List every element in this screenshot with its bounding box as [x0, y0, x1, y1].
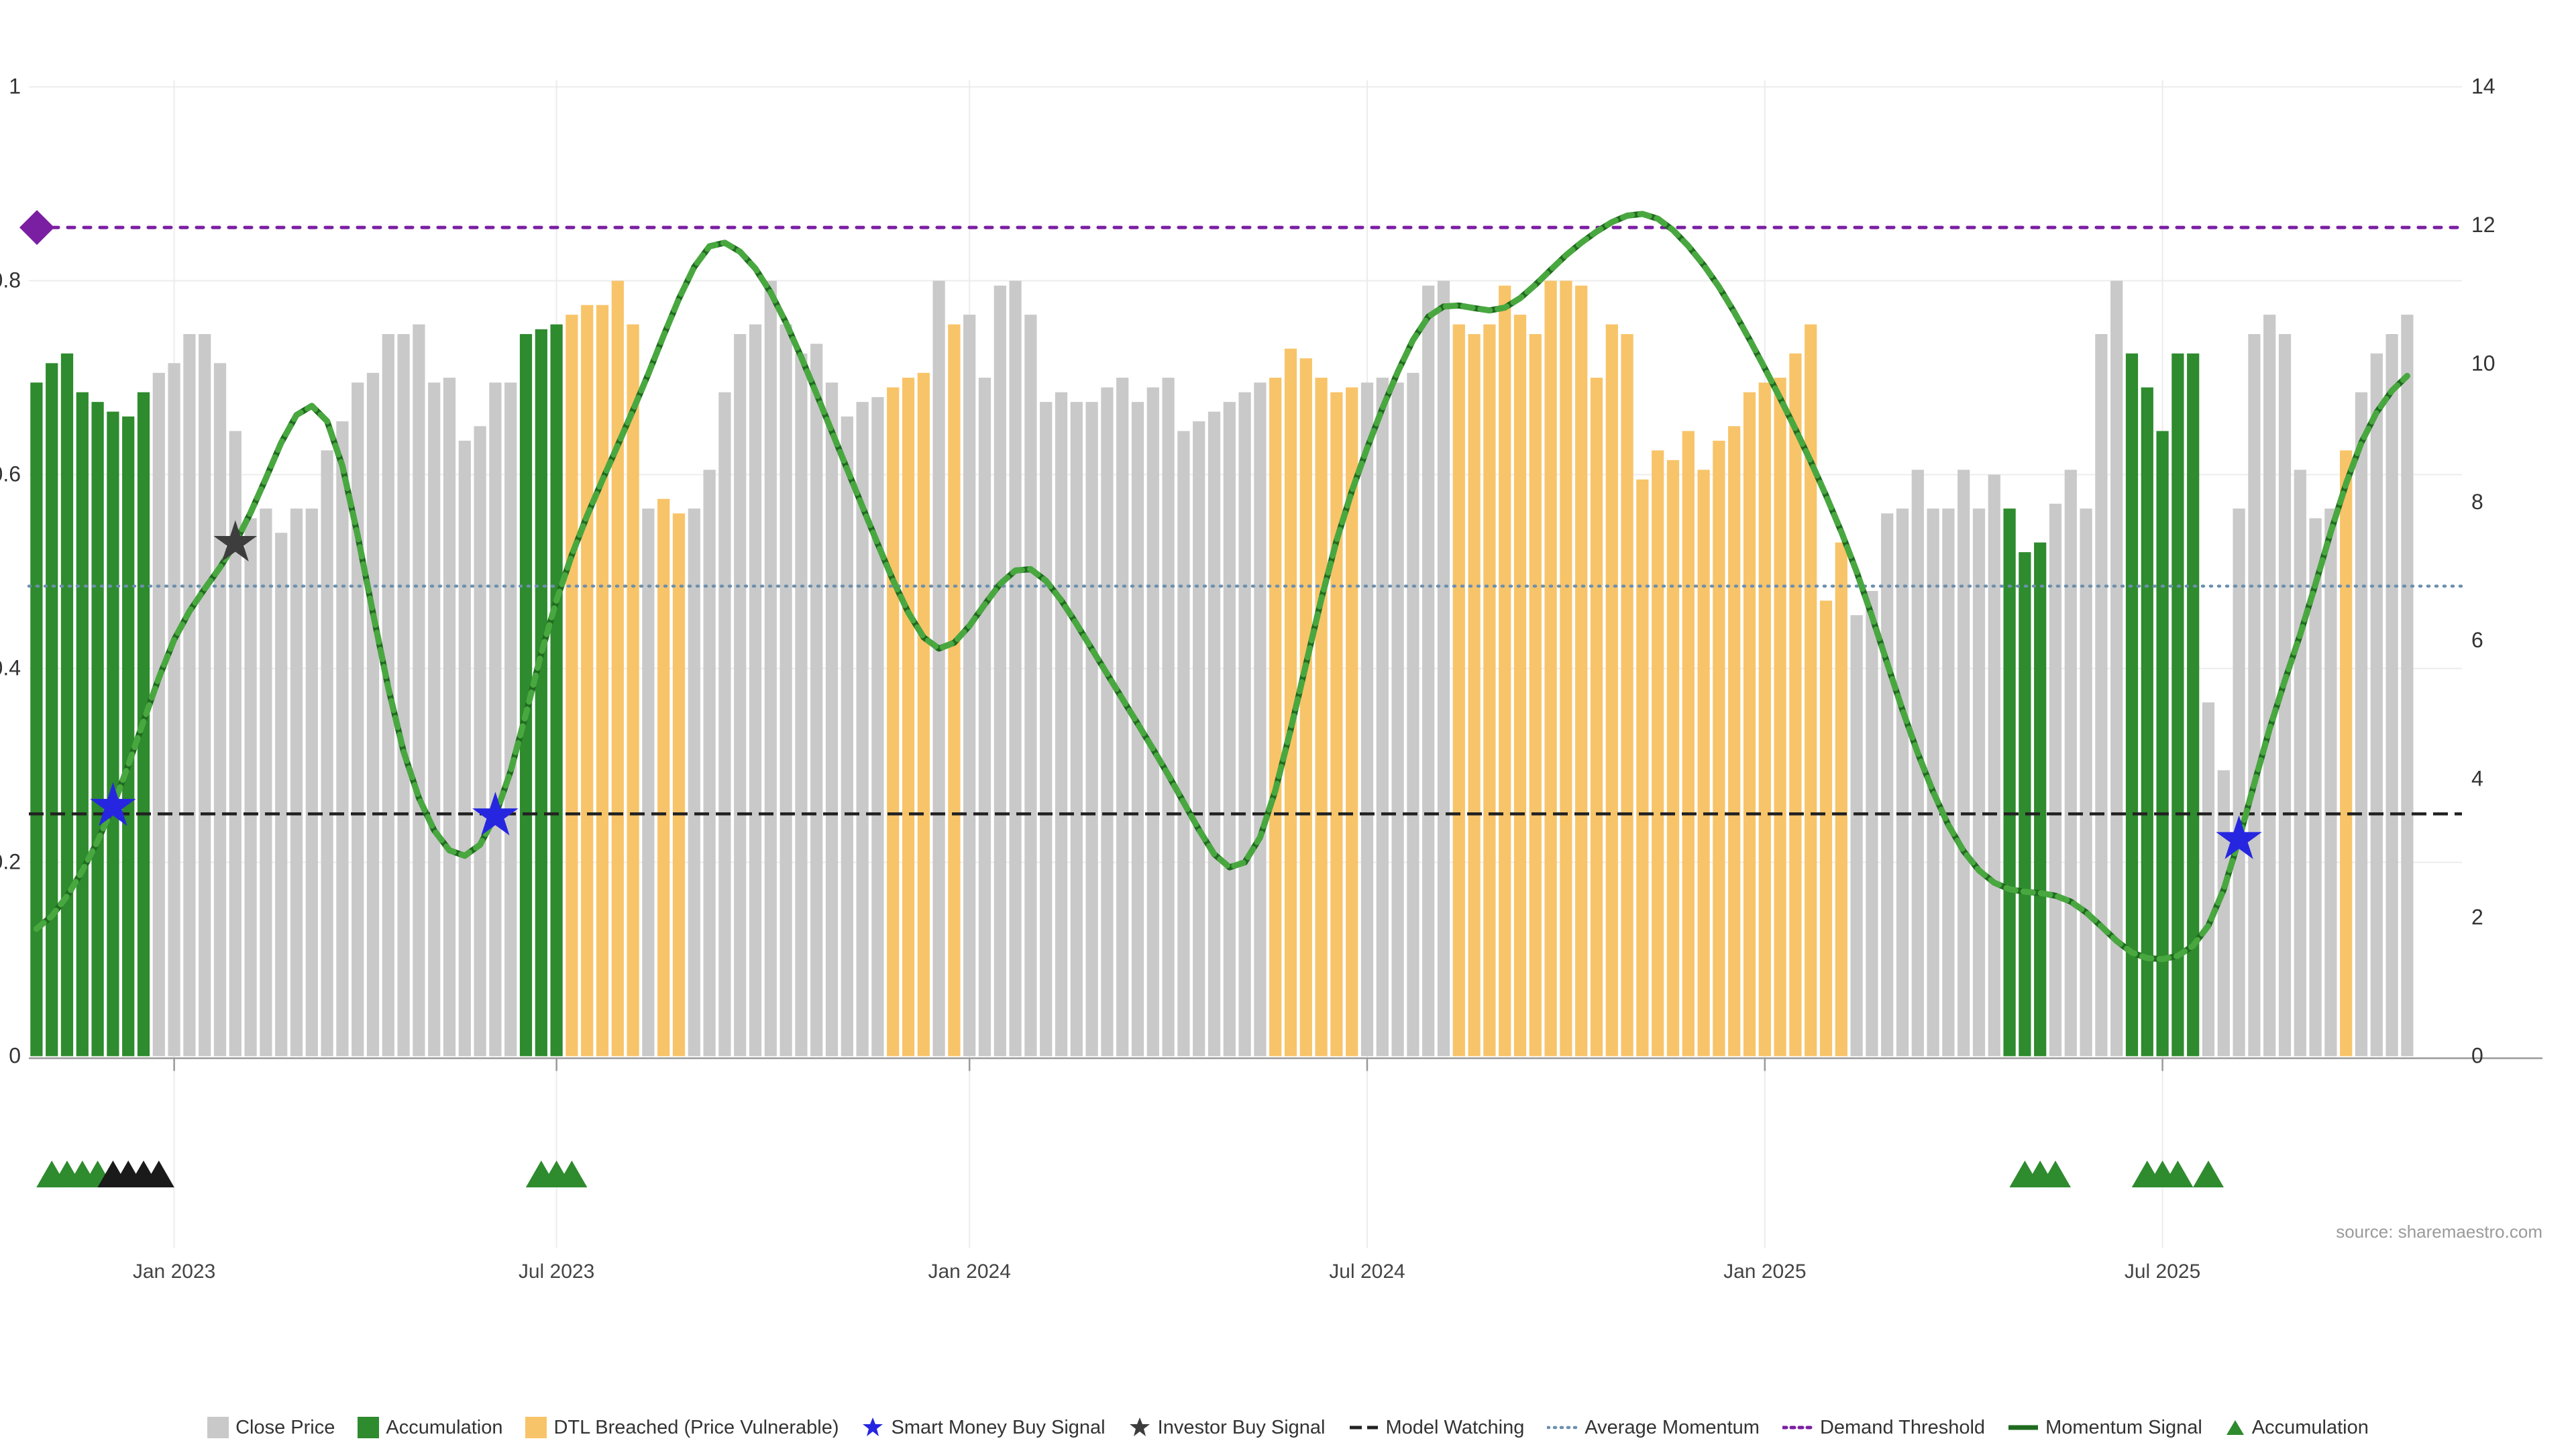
svg-text:Jul 2025: Jul 2025	[2125, 1260, 2200, 1283]
svg-text:0: 0	[9, 1043, 21, 1067]
svg-text:2: 2	[2471, 905, 2483, 929]
svg-text:10: 10	[2471, 351, 2496, 375]
svg-text:1: 1	[9, 74, 21, 99]
svg-text:8: 8	[2471, 490, 2483, 514]
svg-text:Jan 2024: Jan 2024	[928, 1260, 1010, 1283]
svg-text:0.6: 0.6	[0, 462, 21, 486]
svg-text:14: 14	[2471, 74, 2496, 99]
svg-text:source: sharemaestro.com: source: sharemaestro.com	[2336, 1222, 2542, 1242]
svg-text:Jan 2023: Jan 2023	[133, 1260, 215, 1283]
svg-text:4: 4	[2471, 767, 2483, 791]
svg-text:0: 0	[2471, 1043, 2483, 1067]
svg-text:0.8: 0.8	[0, 268, 21, 292]
svg-text:Jul 2023: Jul 2023	[519, 1260, 594, 1283]
svg-text:Jan 2025: Jan 2025	[1723, 1260, 1806, 1283]
svg-text:Jul 2024: Jul 2024	[1329, 1260, 1405, 1283]
svg-text:12: 12	[2471, 213, 2496, 237]
svg-text:0.2: 0.2	[0, 849, 21, 873]
svg-text:0.4: 0.4	[0, 656, 21, 680]
svg-text:6: 6	[2471, 628, 2483, 652]
